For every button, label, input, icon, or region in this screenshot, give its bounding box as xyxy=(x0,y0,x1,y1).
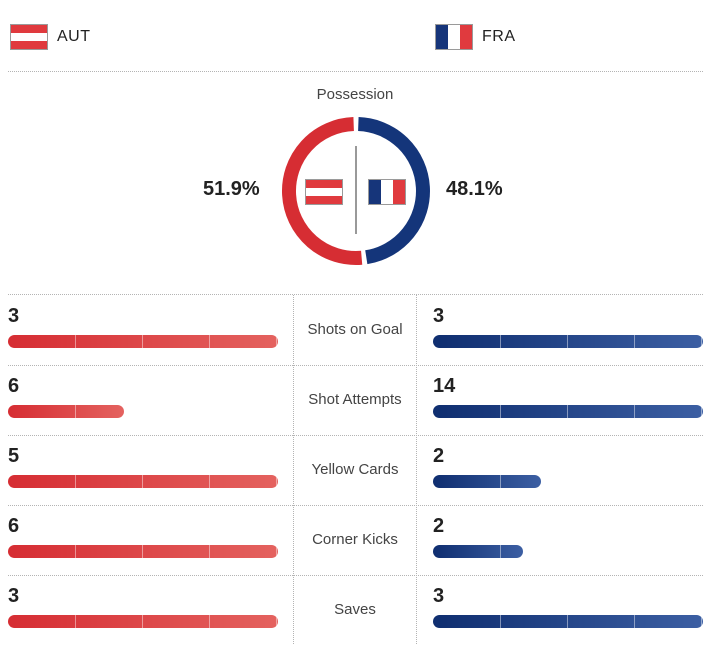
bar-segment-divider xyxy=(500,545,501,558)
bar-segment-divider xyxy=(75,335,76,348)
home-stat-value: 3 xyxy=(8,585,20,607)
bar-segment-divider xyxy=(75,545,76,558)
away-team-header: FRA xyxy=(435,24,516,50)
away-stat-bar xyxy=(433,615,703,628)
bar-segment-divider xyxy=(276,475,277,488)
home-stat-value: 5 xyxy=(8,445,20,467)
away-stat-value: 3 xyxy=(433,585,445,607)
bar-segment-divider xyxy=(142,335,143,348)
away-stat-value: 14 xyxy=(433,375,456,397)
stat-label: Yellow Cards xyxy=(311,461,399,478)
bar-segment-divider xyxy=(276,335,277,348)
stat-row: 5 2 Yellow Cards xyxy=(0,435,719,505)
bar-segment-divider xyxy=(276,615,277,628)
bar-segment-divider xyxy=(500,615,501,628)
home-possession-pct: 51.9% xyxy=(203,178,260,200)
bar-segment-divider xyxy=(75,405,76,418)
home-stat-value: 3 xyxy=(8,305,20,327)
away-stat-bar xyxy=(433,405,703,418)
bar-segment-divider xyxy=(701,405,702,418)
bar-segment-divider xyxy=(500,405,501,418)
bar-segment-divider xyxy=(567,335,568,348)
bar-segment-divider xyxy=(500,335,501,348)
france-flag-icon xyxy=(435,24,473,50)
bar-segment-divider xyxy=(75,615,76,628)
home-stat-bar xyxy=(8,405,124,418)
stat-row: 3 3 Shots on Goal xyxy=(0,295,719,365)
stat-row: 6 2 Corner Kicks xyxy=(0,505,719,575)
bar-segment-divider xyxy=(567,615,568,628)
bar-segment-divider xyxy=(500,475,501,488)
bar-segment-divider xyxy=(75,475,76,488)
away-possession-arc xyxy=(357,117,430,265)
bar-segment-divider xyxy=(209,335,210,348)
bar-segment-divider xyxy=(142,475,143,488)
home-team-header: AUT xyxy=(10,24,91,50)
bar-segment-divider xyxy=(142,545,143,558)
bar-segment-divider xyxy=(701,615,702,628)
austria-flag-icon xyxy=(305,179,343,205)
france-flag-icon xyxy=(368,179,406,205)
home-team-code: AUT xyxy=(57,28,91,45)
home-stat-value: 6 xyxy=(8,515,20,537)
bar-segment-divider xyxy=(209,475,210,488)
possession-donut xyxy=(282,117,430,265)
bar-segment-divider xyxy=(634,335,635,348)
right-column-divider xyxy=(416,295,417,644)
stat-row: 6 14 Shot Attempts xyxy=(0,365,719,435)
row-divider xyxy=(8,435,703,436)
stat-label: Shots on Goal xyxy=(307,321,403,338)
away-stat-value: 2 xyxy=(433,515,445,537)
row-divider xyxy=(8,505,703,506)
bar-segment-divider xyxy=(276,545,277,558)
away-stat-value: 2 xyxy=(433,445,445,467)
left-column-divider xyxy=(293,295,294,644)
austria-flag-icon xyxy=(10,24,48,50)
bar-segment-divider xyxy=(701,335,702,348)
home-possession-arc xyxy=(282,117,363,265)
home-stat-bar xyxy=(8,335,278,348)
home-stat-bar xyxy=(8,615,278,628)
away-stat-bar xyxy=(433,335,703,348)
away-stat-bar xyxy=(433,475,541,488)
away-stat-value: 3 xyxy=(433,305,445,327)
stat-label: Shot Attempts xyxy=(308,391,402,408)
away-team-code: FRA xyxy=(482,28,516,45)
home-stat-bar xyxy=(8,475,278,488)
bar-segment-divider xyxy=(209,615,210,628)
bar-segment-divider xyxy=(634,615,635,628)
row-divider xyxy=(8,365,703,366)
bar-segment-divider xyxy=(209,545,210,558)
header-divider xyxy=(8,71,703,72)
possession-divider xyxy=(8,294,703,295)
home-stat-bar xyxy=(8,545,278,558)
bar-segment-divider xyxy=(634,405,635,418)
stat-label: Corner Kicks xyxy=(312,531,398,548)
home-stat-value: 6 xyxy=(8,375,20,397)
stat-label: Saves xyxy=(334,601,376,618)
away-stat-bar xyxy=(433,545,523,558)
stat-row: 3 3 Saves xyxy=(0,575,719,645)
row-divider xyxy=(8,575,703,576)
away-possession-pct: 48.1% xyxy=(446,178,503,200)
bar-segment-divider xyxy=(567,405,568,418)
possession-title: Possession xyxy=(316,86,394,103)
bar-segment-divider xyxy=(142,615,143,628)
